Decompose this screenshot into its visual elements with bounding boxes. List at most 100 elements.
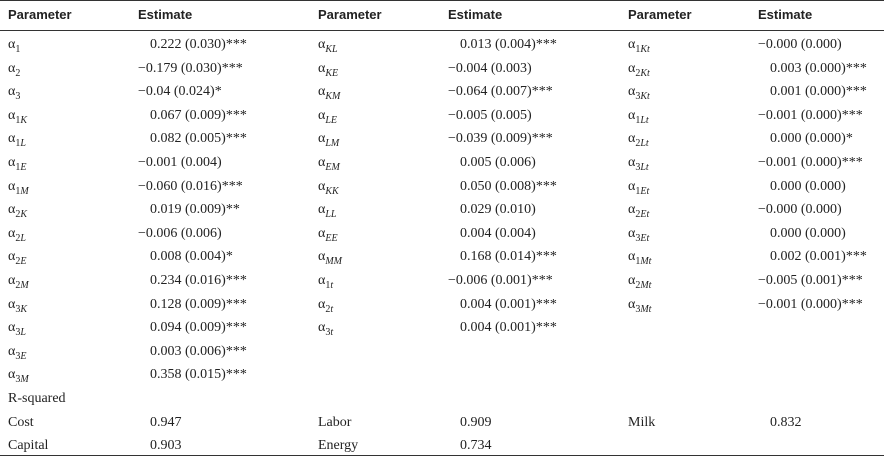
r-squared-value: 0.947 [150, 414, 182, 430]
symbol: α [628, 107, 636, 123]
symbol: α [318, 320, 326, 336]
symbol: α [628, 273, 636, 288]
parameter: α1E [8, 153, 26, 174]
symbol: α [628, 37, 636, 52]
subscript: 1E [15, 162, 27, 173]
parameter: αLL [318, 200, 336, 221]
symbol: α [318, 273, 326, 288]
symbol: α [318, 37, 326, 52]
column-header: Estimate [448, 7, 503, 22]
symbol: α [318, 178, 326, 194]
parameter: αKM [318, 82, 340, 103]
symbol: α [8, 107, 16, 123]
subscript: 3Kt [635, 91, 650, 103]
estimate: 0.029 (0.010) [460, 202, 536, 218]
parameter: α2t [318, 295, 333, 316]
symbol: α [8, 343, 16, 359]
symbol: α [8, 37, 16, 52]
model-name: Capital [8, 438, 49, 454]
parameter: αMM [318, 247, 342, 268]
estimate: 0.003 (0.006)*** [150, 343, 247, 359]
r-squared-label: R-squared [8, 391, 66, 406]
parameter: α1Mt [628, 247, 651, 268]
estimate: 0.005 (0.006) [460, 155, 536, 170]
parameter: αKE [318, 59, 338, 80]
symbol: α [8, 249, 16, 265]
model-name: Energy [318, 438, 359, 454]
parameter: α1t [318, 271, 333, 292]
subscript: 2L [15, 232, 26, 244]
estimate: 0.082 (0.005)*** [150, 131, 247, 147]
estimate: −0.005 (0.005) [448, 107, 532, 123]
estimate: 0.000 (0.000) [770, 178, 846, 194]
estimate: −0.04 (0.024)* [138, 84, 222, 100]
subscript: 2Et [635, 209, 650, 221]
subscript: 3E [15, 350, 27, 362]
subscript: 2t [325, 303, 334, 315]
subscript: 3t [325, 327, 334, 339]
estimate: −0.064 (0.007)*** [448, 84, 553, 100]
symbol: α [318, 249, 326, 265]
column-header: Estimate [758, 7, 813, 22]
symbol: α [628, 60, 636, 76]
estimate: −0.004 (0.003) [448, 60, 532, 76]
estimate: 0.008 (0.004)* [150, 249, 233, 265]
estimate: −0.039 (0.009)*** [448, 131, 553, 147]
estimate: 0.222 (0.030)*** [150, 37, 247, 52]
estimate: −0.001 (0.000)*** [758, 296, 863, 312]
estimate: −0.006 (0.006) [138, 225, 222, 241]
estimate: −0.000 (0.000) [758, 37, 842, 52]
r-squared-value: 0.903 [150, 438, 182, 454]
estimate: 0.128 (0.009)*** [150, 296, 247, 312]
parameter: α3E [8, 342, 26, 363]
estimate: −0.179 (0.030)*** [138, 60, 243, 76]
subscript: 3Mt [635, 303, 652, 315]
estimate: −0.001 (0.004) [138, 155, 222, 170]
subscript: KM [325, 91, 341, 103]
estimate: 0.004 (0.001)*** [460, 320, 557, 336]
subscript: 1L [15, 138, 26, 150]
symbol: α [8, 155, 16, 170]
subscript: KL [325, 44, 338, 55]
parameter: α3Et [628, 224, 649, 245]
symbol: α [8, 60, 16, 76]
parameter: α2Lt [628, 129, 649, 150]
model-name: Cost [8, 414, 34, 430]
symbol: α [628, 249, 636, 265]
subscript: 2Kt [635, 67, 650, 79]
parameter: αEE [318, 224, 338, 245]
subscript: 2M [15, 280, 29, 291]
symbol: α [8, 84, 16, 100]
parameter: α2L [8, 224, 26, 245]
subscript: 1Et [635, 185, 650, 197]
symbol: α [8, 131, 16, 147]
parameter: α3Mt [628, 295, 651, 316]
parameter: α2Mt [628, 271, 651, 292]
model-name: Labor [318, 414, 352, 430]
parameter: αLM [318, 129, 339, 150]
parameter: α2Et [628, 200, 649, 221]
estimate: 0.050 (0.008)*** [460, 178, 557, 194]
estimate: 0.003 (0.000)*** [770, 60, 867, 76]
estimate: 0.004 (0.004) [460, 225, 536, 241]
estimate: −0.006 (0.001)*** [448, 273, 553, 288]
subscript: KE [325, 67, 339, 79]
parameter: α2K [8, 200, 27, 221]
estimate: 0.019 (0.009)** [150, 202, 240, 218]
subscript: EM [325, 162, 340, 173]
subscript: 1t [325, 280, 334, 291]
parameter: α1Lt [628, 106, 649, 127]
subscript: 3M [15, 374, 29, 386]
subscript: 2 [15, 67, 21, 79]
symbol: α [8, 202, 16, 218]
symbol: α [628, 296, 636, 312]
estimate: −0.060 (0.016)*** [138, 178, 243, 194]
subscript: KK [325, 185, 339, 197]
model-name: Milk [628, 414, 656, 430]
header-rule [0, 30, 884, 31]
subscript: LM [325, 138, 340, 150]
estimate: 0.094 (0.009)*** [150, 320, 247, 336]
subscript: 1 [15, 44, 21, 55]
subscript: 2Lt [635, 138, 649, 150]
